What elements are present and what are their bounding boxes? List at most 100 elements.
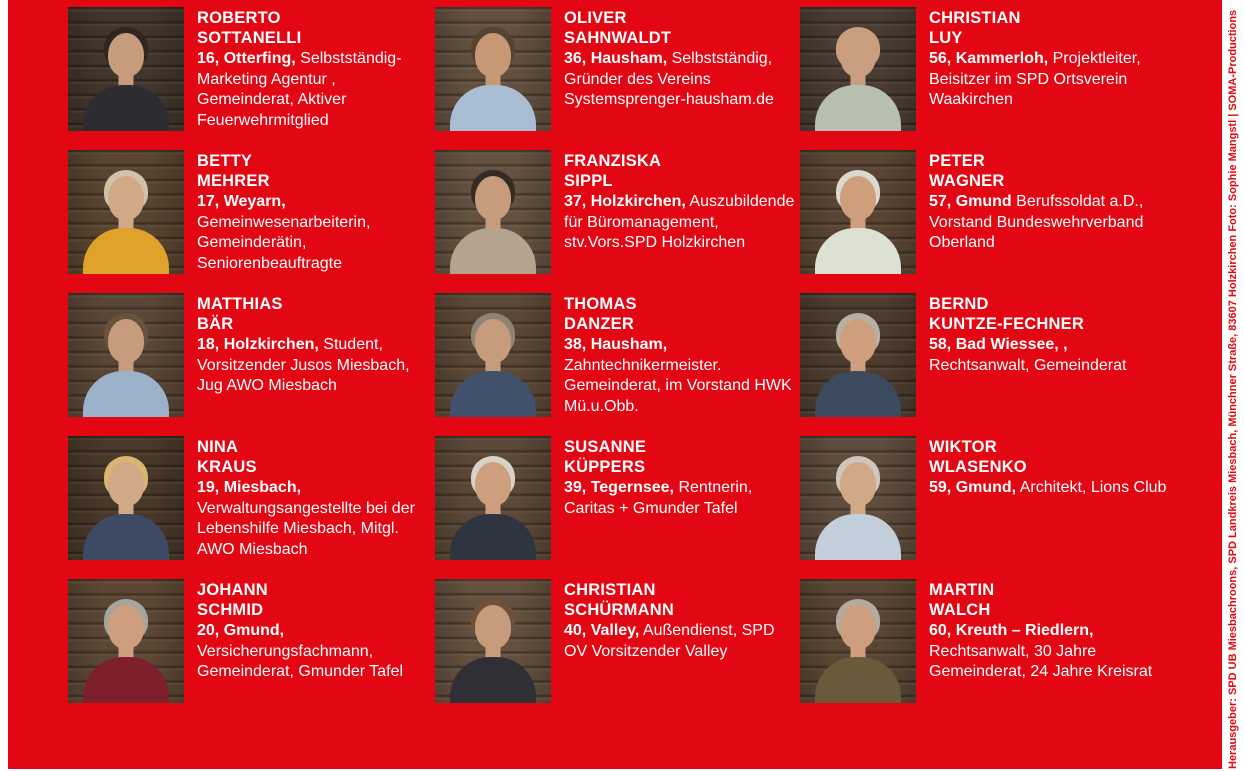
candidate-description: 17, Weyarn, Gemeinwesenarbeiterin, Gemei… <box>197 192 435 274</box>
person-torso-shape <box>83 657 169 703</box>
candidate-first-name: JOHANN <box>197 581 268 599</box>
candidate-photo <box>800 436 916 560</box>
candidate-intro: 39, Tegernsee, <box>564 479 674 496</box>
candidate-name: OLIVER SAHNWALDT <box>564 8 800 48</box>
candidate-name: WIKTOR WLASENKO <box>929 437 1167 477</box>
candidate-intro: 20, Gmund, <box>197 622 285 639</box>
candidate-photo <box>68 436 184 560</box>
candidate-first-name: CHRISTIAN <box>929 9 1021 27</box>
candidate-name: SUSANNE KÜPPERS <box>564 437 800 477</box>
person-head-shape <box>475 462 511 506</box>
candidate-intro: 37, Holzkirchen, <box>564 193 686 210</box>
candidate-first-name: NINA <box>197 438 239 456</box>
candidate-last-name: SCHÜRMANN <box>564 601 674 619</box>
candidate-first-name: MARTIN <box>929 581 995 599</box>
candidate-info: OLIVER SAHNWALDT 36, Hausham, Selbststän… <box>564 7 800 111</box>
candidate-card: FRANZISKA SIPPL 37, Holzkirchen, Auszubi… <box>435 150 800 293</box>
candidate-description: 20, Gmund, Versicherungsfachmann, Gemein… <box>197 621 435 683</box>
candidate-photo <box>800 7 916 131</box>
candidate-photo <box>800 293 916 417</box>
candidate-details: Berufssoldat a.D., Vorstand Bundeswehrve… <box>929 193 1144 251</box>
candidate-info: PETER WAGNER 57, Gmund Berufssoldat a.D.… <box>929 150 1167 254</box>
candidate-info: MATTHIAS BÄR 18, Holzkirchen, Student, V… <box>197 293 435 397</box>
candidate-details: Versicherungsfachmann, Gemeinderat, Gmun… <box>197 642 404 681</box>
candidate-card: CHRISTIAN LUY 56, Kammerloh, Projektleit… <box>800 7 1182 150</box>
candidate-photo <box>435 579 551 703</box>
candidate-details: Rentnerin, Caritas + Gmunder Tafel <box>564 479 753 517</box>
candidate-card: ROBERTO SOTTANELLI 16, Otterfing, Selbst… <box>68 7 435 150</box>
candidate-info: CHRISTIAN LUY 56, Kammerloh, Projektleit… <box>929 7 1167 111</box>
candidate-intro: 60, Kreuth – Riedlern, <box>929 622 1094 639</box>
person-torso-shape <box>815 371 901 417</box>
candidate-details: Auszubildende für Büromanagement, stv.Vo… <box>564 193 795 251</box>
candidate-name: FRANZISKA SIPPL <box>564 151 800 191</box>
candidate-name: MATTHIAS BÄR <box>197 294 435 334</box>
person-head-shape <box>840 319 876 363</box>
candidate-photo <box>68 579 184 703</box>
candidate-first-name: CHRISTIAN <box>564 581 656 599</box>
candidate-first-name: BETTY <box>197 152 253 170</box>
person-head-shape <box>475 176 511 220</box>
flyer-red-background: ROBERTO SOTTANELLI 16, Otterfing, Selbst… <box>8 0 1222 769</box>
candidate-photo <box>435 150 551 274</box>
candidate-description: 37, Holzkirchen, Auszubildende für Bürom… <box>564 192 800 254</box>
candidate-description: 18, Holzkirchen, Student, Vorsitzender J… <box>197 335 435 397</box>
candidate-info: BETTY MEHRER 17, Weyarn, Gemeinwesenarbe… <box>197 150 435 274</box>
candidate-details: Gemeinwesenarbeiterin, Gemeinderätin, Se… <box>197 213 371 272</box>
person-torso-shape <box>815 514 901 560</box>
candidate-last-name: WALCH <box>929 601 991 619</box>
candidate-last-name: BÄR <box>197 315 234 333</box>
candidate-intro: 57, Gmund <box>929 193 1012 210</box>
person-head-shape <box>475 33 511 77</box>
candidate-info: ROBERTO SOTTANELLI 16, Otterfing, Selbst… <box>197 7 435 131</box>
candidate-last-name: SCHMID <box>197 601 264 619</box>
candidate-card: CHRISTIAN SCHÜRMANN 40, Valley, Außendie… <box>435 579 800 722</box>
candidate-intro: 56, Kammerloh, <box>929 50 1049 67</box>
candidate-photo <box>800 150 916 274</box>
candidate-first-name: MATTHIAS <box>197 295 283 313</box>
candidate-photo <box>800 579 916 703</box>
candidate-details: Selbstständig, Gründer des Vereins Syste… <box>564 50 774 108</box>
candidate-description: 56, Kammerloh, Projektleiter, Beisitzer … <box>929 49 1167 111</box>
candidate-intro: 18, Holzkirchen, <box>197 336 319 353</box>
candidate-intro: 59, Gmund, <box>929 479 1017 496</box>
person-torso-shape <box>815 657 901 703</box>
person-torso-shape <box>450 657 536 703</box>
candidate-last-name: MEHRER <box>197 172 270 190</box>
candidate-description: 16, Otterfing, Selbstständig-Marketing A… <box>197 49 435 131</box>
candidate-details: Student, Vorsitzender Jusos Miesbach, Ju… <box>197 336 410 394</box>
candidate-intro: 40, Valley, <box>564 622 640 639</box>
candidate-photo <box>435 7 551 131</box>
candidate-details: Projektleiter, Beisitzer im SPD Ortsvere… <box>929 50 1141 108</box>
candidates-grid: ROBERTO SOTTANELLI 16, Otterfing, Selbst… <box>68 7 1182 722</box>
candidate-last-name: DANZER <box>564 315 634 333</box>
candidate-description: 19, Miesbach, Verwaltungsangestellte bei… <box>197 478 435 560</box>
person-head-shape <box>108 605 144 649</box>
candidate-description: 38, Hausham, Zahntechnikermeister. Gemei… <box>564 335 800 417</box>
candidate-info: NINA KRAUS 19, Miesbach, Verwaltungsange… <box>197 436 435 560</box>
candidate-info: JOHANN SCHMID 20, Gmund, Versicherungsfa… <box>197 579 435 683</box>
candidate-card: SUSANNE KÜPPERS 39, Tegernsee, Rentnerin… <box>435 436 800 579</box>
candidate-name: MARTIN WALCH <box>929 580 1167 620</box>
person-head-shape <box>108 319 144 363</box>
person-head-shape <box>475 319 511 363</box>
candidate-name: BETTY MEHRER <box>197 151 435 191</box>
candidate-photo <box>435 436 551 560</box>
person-torso-shape <box>450 228 536 274</box>
candidate-photo <box>68 150 184 274</box>
candidate-description: 39, Tegernsee, Rentnerin, Caritas + Gmun… <box>564 478 800 519</box>
candidate-info: BERND KUNTZE-FECHNER 58, Bad Wiessee, , … <box>929 293 1167 376</box>
candidate-details: Außendienst, SPD OV Vorsitzender Valley <box>564 622 775 660</box>
candidate-last-name: KÜPPERS <box>564 458 646 476</box>
candidate-description: 58, Bad Wiessee, , Rechtsanwalt, Gemeind… <box>929 335 1167 376</box>
candidate-intro: 16, Otterfing, <box>197 50 296 67</box>
person-head-shape <box>840 462 876 506</box>
person-head-shape <box>840 33 876 77</box>
candidate-last-name: WLASENKO <box>929 458 1027 476</box>
candidate-last-name: KUNTZE-FECHNER <box>929 315 1084 333</box>
candidate-last-name: WAGNER <box>929 172 1005 190</box>
candidate-intro: 38, Hausham, <box>564 336 668 353</box>
candidate-first-name: BERND <box>929 295 989 313</box>
candidate-first-name: SUSANNE <box>564 438 647 456</box>
person-torso-shape <box>450 371 536 417</box>
